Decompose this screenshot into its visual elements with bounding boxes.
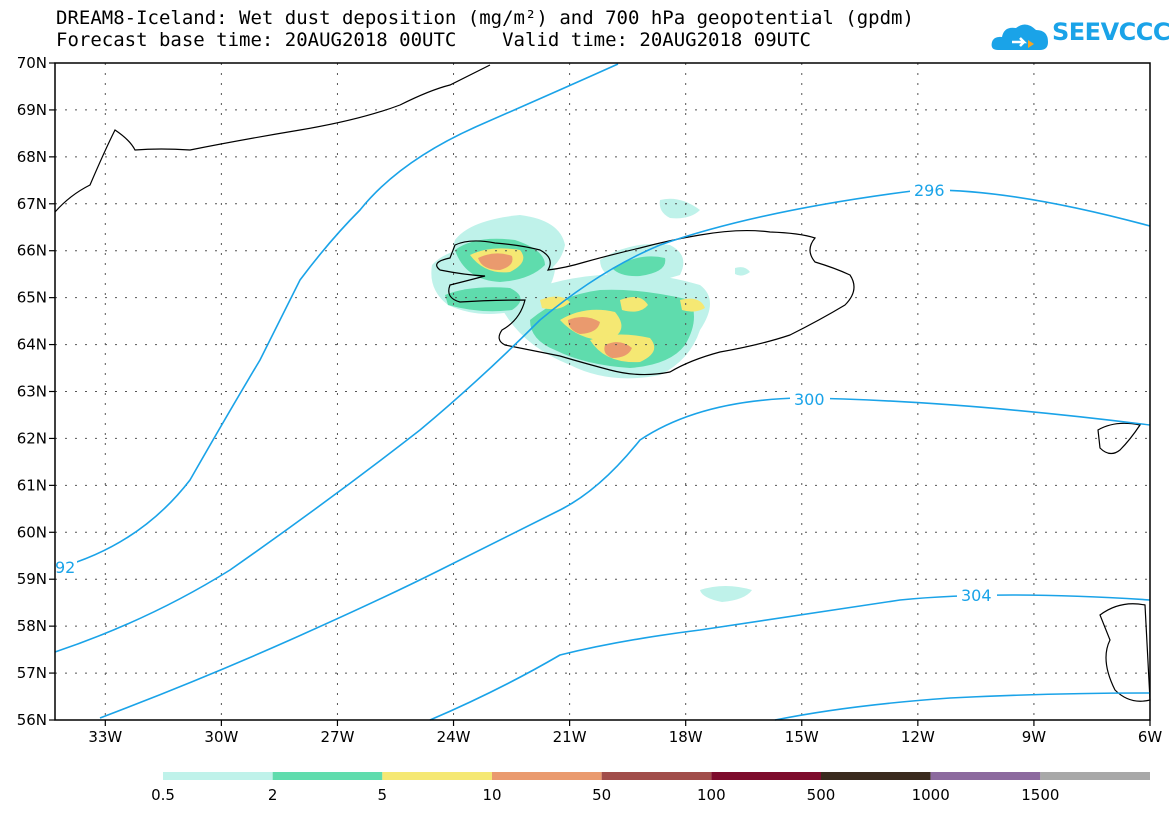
logo-text: SEEVCCC xyxy=(1052,18,1171,46)
lat-label: 65N xyxy=(17,289,47,307)
contour-label-292: 92 xyxy=(55,558,75,577)
lat-label: 69N xyxy=(17,101,47,119)
lat-label: 63N xyxy=(17,383,47,401)
contour-label-296: 296 xyxy=(914,181,945,200)
lat-label: 67N xyxy=(17,195,47,213)
legend-swatch xyxy=(163,772,273,780)
lon-label: 24W xyxy=(437,728,471,746)
lon-label: 9W xyxy=(1022,728,1047,746)
map-title: DREAM8-Iceland: Wet dust deposition (mg/… xyxy=(56,7,914,29)
legend-swatch xyxy=(930,772,1041,780)
color-legend: 0.5 2 5 10 50 100 500 1000 1500 xyxy=(151,772,1150,804)
lat-label: 66N xyxy=(17,242,47,260)
lat-label: 57N xyxy=(17,664,47,682)
lat-label: 64N xyxy=(17,336,47,354)
legend-swatch xyxy=(272,772,383,780)
legend-label: 1500 xyxy=(1021,786,1059,804)
legend-swatch xyxy=(492,772,602,780)
lat-label: 56N xyxy=(17,711,47,729)
lon-label: 33W xyxy=(88,728,122,746)
contour-label-300: 300 xyxy=(794,390,825,409)
latitude-axis: 70N 69N 68N 67N 66N 65N 64N 63N 62N 61N 60N 59N 58N 5… xyxy=(17,54,55,729)
legend-swatch xyxy=(821,772,931,780)
lat-label: 70N xyxy=(17,54,47,72)
legend-label: 1000 xyxy=(912,786,950,804)
lon-label: 6W xyxy=(1138,728,1163,746)
legend-swatch xyxy=(382,772,492,780)
lat-label: 58N xyxy=(17,617,47,635)
lat-label: 68N xyxy=(17,148,47,166)
legend-label: 500 xyxy=(807,786,836,804)
map-subtitle: Forecast base time: 20AUG2018 00UTC Vali… xyxy=(56,29,811,51)
lon-label: 27W xyxy=(320,728,354,746)
coastlines xyxy=(54,64,1151,702)
lon-label: 30W xyxy=(204,728,238,746)
legend-swatch xyxy=(1040,772,1150,780)
lon-label: 21W xyxy=(553,728,587,746)
legend-swatch xyxy=(601,772,712,780)
graticule xyxy=(55,63,1150,720)
legend-label: 0.5 xyxy=(151,786,175,804)
legend-label: 5 xyxy=(378,786,388,804)
lat-label: 61N xyxy=(17,476,47,494)
legend-label: 10 xyxy=(482,786,501,804)
cloud-icon xyxy=(991,24,1048,50)
lat-label: 60N xyxy=(17,523,47,541)
contour-label-304: 304 xyxy=(961,586,992,605)
legend-swatch xyxy=(711,772,821,780)
lon-label: 15W xyxy=(785,728,819,746)
legend-label: 100 xyxy=(697,786,726,804)
contour-labels: 296 300 304 92 xyxy=(55,180,997,605)
lat-label: 62N xyxy=(17,429,47,447)
legend-label: 50 xyxy=(592,786,611,804)
lon-label: 18W xyxy=(669,728,703,746)
longitude-axis: 33W 30W 27W 24W 21W 18W 15W 12W 9W 6W xyxy=(88,720,1162,746)
dust-deposition-field xyxy=(431,198,752,602)
lon-label: 12W xyxy=(901,728,935,746)
lat-label: 59N xyxy=(17,570,47,588)
legend-label: 2 xyxy=(268,786,278,804)
